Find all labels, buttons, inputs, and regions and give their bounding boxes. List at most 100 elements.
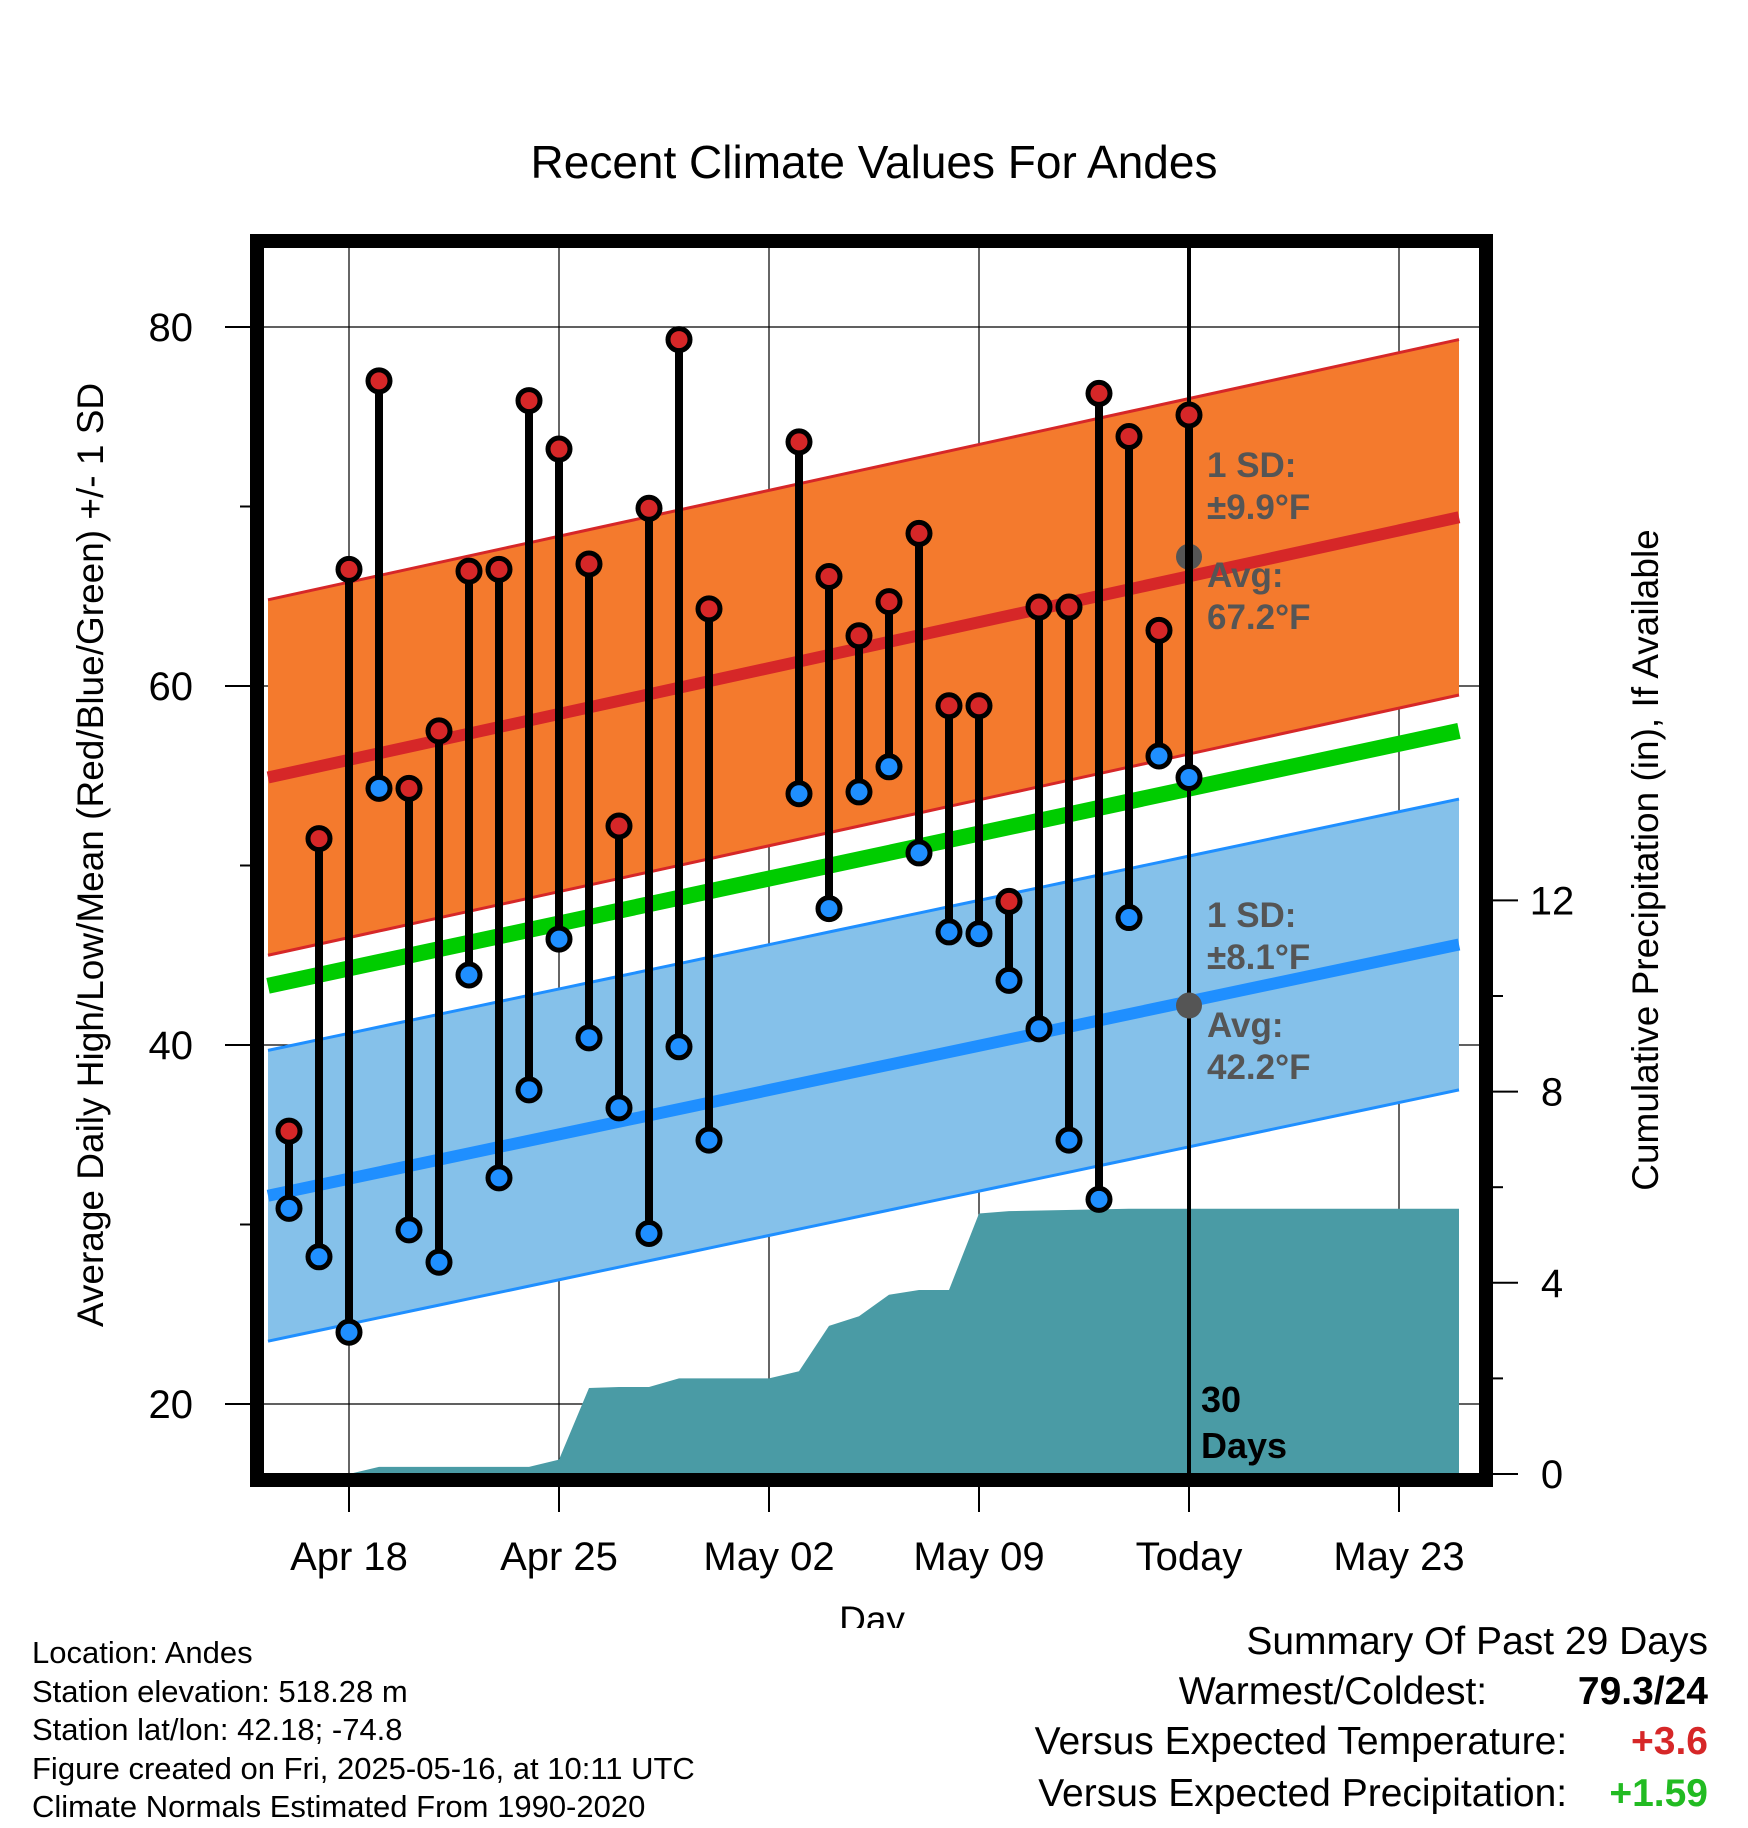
high-point [455,557,483,585]
x-tick-label: May 02 [703,1535,834,1579]
low-point [1145,742,1173,770]
chart-title: Recent Climate Values For Andes [531,136,1218,188]
low-annotation-avg-point [1176,992,1202,1019]
x-tick-label: Apr 18 [290,1535,408,1579]
high-point [575,550,603,578]
precipitation-area [289,1208,1459,1474]
x-tick-label: Apr 25 [500,1535,618,1579]
low-point [1055,1126,1083,1154]
low-point [455,961,483,989]
high-point [1145,616,1173,644]
high-point [1085,379,1113,407]
high-point [995,887,1023,915]
climate-chart: Recent Climate Values For Andes 30 Days 1 … [70,136,1666,1628]
high-point [935,692,963,720]
y-left-tick-label: 80 [149,306,194,350]
station-info: Location: Andes Station elevation: 518.2… [32,1634,695,1827]
low-point [605,1094,633,1122]
high-point [305,825,333,853]
latlon-text: Station lat/lon: 42.18; -74.8 [32,1712,403,1747]
low-point [485,1164,513,1192]
x-tick-label: May 23 [1333,1535,1464,1579]
high-point [665,326,693,354]
low-point [905,839,933,867]
summary-temp-label: Versus Expected Temperature: [1034,1720,1568,1763]
plot-frame [250,234,1493,1487]
low-point [515,1076,543,1104]
high-point [905,519,933,547]
high-point [695,595,723,623]
summary-temp-row: Versus Expected Temperature: +3.6 [1035,1720,1708,1764]
low-normal-line [266,938,1461,1202]
low-point [335,1318,363,1346]
created-text: Figure created on Fri, 2025-05-16, at 10… [32,1750,695,1786]
y-left-tick-label: 40 [149,1024,194,1068]
summary-temp-value: +3.6 [1631,1720,1708,1763]
y-axis-right-label: Cumulative Precipitation (in), If Availa… [1625,529,1666,1191]
high-point [515,387,543,415]
high-point [275,1117,303,1145]
high-point [635,494,663,522]
high-point [605,812,633,840]
today-days-label: Days [1201,1425,1287,1466]
high-point [965,692,993,720]
low-point [575,1024,603,1052]
low-point [1175,764,1203,792]
low-annotation-line-1: ±8.1°F [1207,938,1310,977]
summary-warmest-row: Warmest/Coldest: 79.3/24 [1179,1670,1708,1714]
summary-precip-label: Versus Expected Precipitation: [1038,1772,1568,1815]
high-annotation-line-2: Avg: [1207,556,1283,595]
y-right-tick-label: 12 [1530,879,1575,923]
elevation-text: Station elevation: 518.28 m [32,1673,408,1709]
high-point [1025,593,1053,621]
low-point [665,1033,693,1061]
low-point [845,778,873,806]
high-point [365,367,393,395]
low-point [935,918,963,946]
low-point [545,925,573,953]
low-point [425,1248,453,1276]
low-point [305,1243,333,1271]
high-point [485,555,513,583]
normals-text: Climate Normals Estimated From 1990-2020 [32,1789,646,1824]
y-right-tick-label: 4 [1541,1262,1563,1306]
low-point [785,780,813,808]
high-point [545,435,573,463]
today-days-number: 30 [1201,1379,1241,1420]
low-point [695,1126,723,1154]
high-point [875,588,903,616]
low-point [365,774,393,802]
high-point [425,717,453,745]
low-point [875,753,903,781]
low-annotation-line-0: 1 SD: [1207,896,1296,935]
high-point [335,555,363,583]
y-left-tick-label: 60 [149,665,194,709]
high-point [785,428,813,456]
x-axis-label: Day [839,1599,905,1628]
low-sd-band-lower-edge [267,1088,1460,1343]
y-right-tick-label: 0 [1541,1453,1563,1497]
high-point [815,563,843,591]
high-point [1115,422,1143,450]
low-point [395,1216,423,1244]
y-right-tick-label: 8 [1541,1071,1563,1115]
high-annotation-line-0: 1 SD: [1207,446,1296,485]
low-point [1025,1015,1053,1043]
x-tick-label: Today [1136,1535,1243,1579]
low-sd-band-upper-edge [267,797,1460,1052]
low-point [1085,1185,1113,1213]
high-annotation-line-3: 67.2°F [1207,598,1311,637]
location-text: Location: Andes [32,1635,253,1670]
low-point [275,1194,303,1222]
low-point [1115,904,1143,932]
high-point [845,622,873,650]
x-tick-label: May 09 [913,1535,1044,1579]
high-point [395,774,423,802]
high-point [1175,401,1203,429]
y-axis-left-label: Average Daily High/Low/Mean (Red/Blue/Gr… [70,383,111,1327]
y-left-tick-label: 20 [149,1383,194,1427]
high-annotation-line-1: ±9.9°F [1207,488,1310,527]
low-annotation-line-2: Avg: [1207,1006,1283,1045]
summary-warmest-label: Warmest/Coldest: [1178,1670,1488,1713]
